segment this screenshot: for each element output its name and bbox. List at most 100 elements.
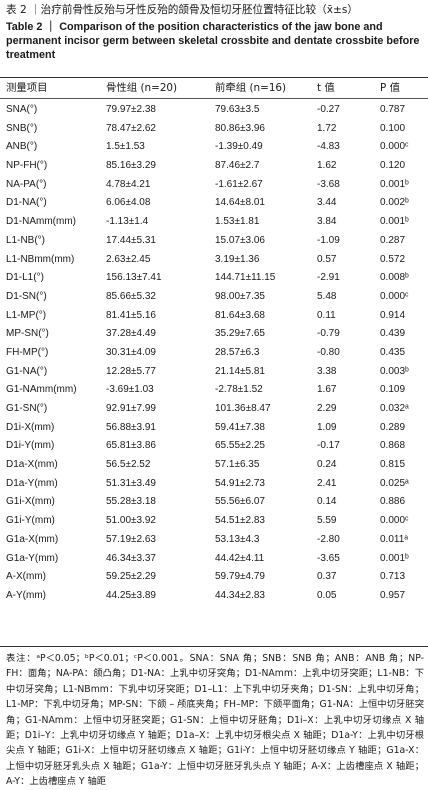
cell-traction: -1.61±2.67 [215, 178, 263, 190]
table-row: L1-NB(°) 17.44±5.31 15.07±3.06 -1.09 0.287 [0, 232, 428, 251]
cell-item: A-X(mm) [6, 571, 46, 583]
table-row: SNA(°) 79.97±2.38 79.63±3.5 -0.27 0.787 [0, 101, 428, 120]
cell-t: 1.09 [317, 421, 337, 433]
cell-item: D1-SN(°) [6, 290, 47, 302]
cell-skeletal: 56.88±3.91 [106, 421, 156, 433]
cell-p: 0.439 [380, 328, 406, 340]
cell-t: 3.44 [317, 197, 337, 209]
cell-item: G1-NAmm(mm) [6, 384, 77, 396]
cell-p: 0.120 [380, 160, 406, 172]
cell-skeletal: 59.25±2.29 [106, 571, 156, 583]
cell-item: L1-NBmm(mm) [6, 253, 75, 265]
cell-skeletal: 46.34±3.37 [106, 552, 156, 564]
table-row: ANB(°) 1.5±1.53 -1.39±0.49 -4.83 0.000ᶜ [0, 138, 428, 157]
table-row: MP-SN(°) 37.28±4.49 35.29±7.65 -0.79 0.439 [0, 325, 428, 344]
cell-traction: 54.91±2.73 [215, 477, 265, 489]
cell-item: D1-L1(°) [6, 272, 44, 284]
cell-traction: 1.53±1.81 [215, 216, 260, 228]
table-row: D1-NA(°) 6.06±4.08 14.64±8.01 3.44 0.002ᵇ [0, 194, 428, 213]
column-header-skeletal-group: 骨性组 (n=20) [106, 82, 178, 94]
table-row: L1-NBmm(mm) 2.63±2.45 3.19±1.36 0.57 0.572 [0, 251, 428, 270]
table-body: SNA(°) 79.97±2.38 79.63±3.5 -0.27 0.787 SNB(°… [0, 101, 428, 606]
table-bottom-rule [0, 646, 428, 647]
table-row: G1i-X(mm) 55.28±3.18 55.56±6.07 0.14 0.886 [0, 493, 428, 512]
cell-traction: 55.56±6.07 [215, 496, 265, 508]
cell-t: 5.48 [317, 290, 337, 302]
cell-skeletal: -3.69±1.03 [106, 384, 154, 396]
cell-traction: 28.57±6.3 [215, 346, 260, 358]
table-row: G1-SN(°) 92.91±7.99 101.36±8.47 2.29 0.032ᵃ [0, 400, 428, 419]
cell-item: NA-PA(°) [6, 178, 47, 190]
cell-p: 0.957 [380, 589, 406, 601]
cell-t: 2.29 [317, 403, 337, 414]
cell-skeletal: 92.91±7.99 [106, 403, 156, 414]
cell-p: 0.032ᵃ [380, 403, 409, 414]
cell-skeletal: -1.13±1.4 [106, 216, 149, 228]
cell-item: SNA(°) [6, 104, 38, 115]
cell-skeletal: 12.28±5.77 [106, 365, 156, 377]
cell-traction: 3.19±1.36 [215, 253, 260, 265]
cell-item: G1i-Y(mm) [6, 515, 55, 527]
cell-t: -1.09 [317, 234, 340, 246]
cell-t: -0.17 [317, 440, 340, 452]
table-notes: 表注：ᵃP＜0.05；ᵇP＜0.01；ᶜP＜0.001。SNA：SNA 角；SN… [6, 653, 424, 788]
cell-t: -2.91 [317, 272, 340, 284]
table-row: G1a-X(mm) 57.19±2.63 53.13±4.3 -2.80 0.011ᵃ [0, 531, 428, 550]
table-row: A-Y(mm) 44.25±3.89 44.34±2.83 0.05 0.957 [0, 587, 428, 606]
cell-t: 2.41 [317, 477, 337, 489]
cell-traction: 79.63±3.5 [215, 104, 260, 115]
cell-traction: 80.86±3.96 [215, 122, 265, 134]
cell-traction: 144.71±11.15 [215, 272, 276, 284]
cell-p: 0.886 [380, 496, 406, 508]
cell-skeletal: 56.5±2.52 [106, 459, 151, 471]
cell-skeletal: 85.16±3.29 [106, 160, 156, 172]
cell-item: SNB(°) [6, 122, 38, 134]
column-header-item: 测量项目 [6, 82, 48, 94]
cell-t: 5.59 [317, 515, 337, 527]
table-row: NA-PA(°) 4.78±4.21 -1.61±2.67 -3.68 0.001ᵇ [0, 176, 428, 195]
cell-skeletal: 1.5±1.53 [106, 141, 145, 153]
cell-p: 0.000ᶜ [380, 515, 409, 527]
cell-traction: 14.64±8.01 [215, 197, 265, 209]
cell-t: -0.80 [317, 346, 340, 358]
table-row: G1a-Y(mm) 46.34±3.37 44.42±4.11 -3.65 0.001ᵇ [0, 550, 428, 569]
cell-traction: 44.42±4.11 [215, 552, 265, 564]
cell-item: G1-NA(°) [6, 365, 48, 377]
cell-p: 0.011ᵃ [380, 533, 409, 545]
cell-p: 0.914 [380, 309, 406, 321]
table-row: D1i-Y(mm) 65.81±3.86 65.55±2.25 -0.17 0.868 [0, 437, 428, 456]
cell-t: 0.24 [317, 459, 337, 471]
cell-traction: 53.13±4.3 [215, 533, 260, 545]
cell-p: 0.100 [380, 122, 406, 134]
cell-item: D1a-X(mm) [6, 459, 58, 471]
cell-traction: 44.34±2.83 [215, 589, 265, 601]
cell-p: 0.001ᵇ [380, 552, 409, 564]
cell-t: -2.80 [317, 533, 340, 545]
cell-t: -4.83 [317, 141, 340, 153]
cell-traction: -2.78±1.52 [215, 384, 263, 396]
caption-english: Table 2 ｜ Comparison of the position cha… [6, 21, 420, 61]
cell-skeletal: 65.81±3.86 [106, 440, 156, 452]
cell-t: -0.79 [317, 328, 340, 340]
cell-p: 0.001ᵇ [380, 216, 409, 228]
table-row: D1-SN(°) 85.66±5.32 98.00±7.35 5.48 0.000ᶜ [0, 288, 428, 307]
column-header-traction-group: 前牵组 (n=16) [215, 82, 287, 94]
table-caption: 表 2 ｜治疗前骨性反殆与牙性反殆的颌骨及恒切牙胚位置特征比较（x̄±s） Ta… [6, 3, 424, 62]
cell-t: 1.67 [317, 384, 337, 396]
cell-skeletal: 156.13±7.41 [106, 272, 162, 284]
cell-skeletal: 44.25±3.89 [106, 589, 156, 601]
table-row: D1-L1(°) 156.13±7.41 144.71±11.15 -2.91 0.00… [0, 269, 428, 288]
cell-skeletal: 81.41±5.16 [106, 309, 156, 321]
cell-skeletal: 85.66±5.32 [106, 290, 156, 302]
cell-traction: 65.55±2.25 [215, 440, 265, 452]
cell-p: 0.003ᵇ [380, 365, 409, 377]
column-header-p-value: P 值 [380, 82, 400, 94]
cell-item: D1i-X(mm) [6, 421, 55, 433]
cell-item: G1a-X(mm) [6, 533, 59, 545]
table-top-rule [0, 77, 428, 78]
cell-item: D1a-Y(mm) [6, 477, 58, 489]
table-row: D1a-Y(mm) 51.31±3.49 54.91±2.73 2.41 0.025ᵃ [0, 475, 428, 494]
cell-p: 0.572 [380, 253, 406, 265]
cell-t: -0.27 [317, 104, 340, 115]
cell-item: L1-NB(°) [6, 234, 46, 246]
